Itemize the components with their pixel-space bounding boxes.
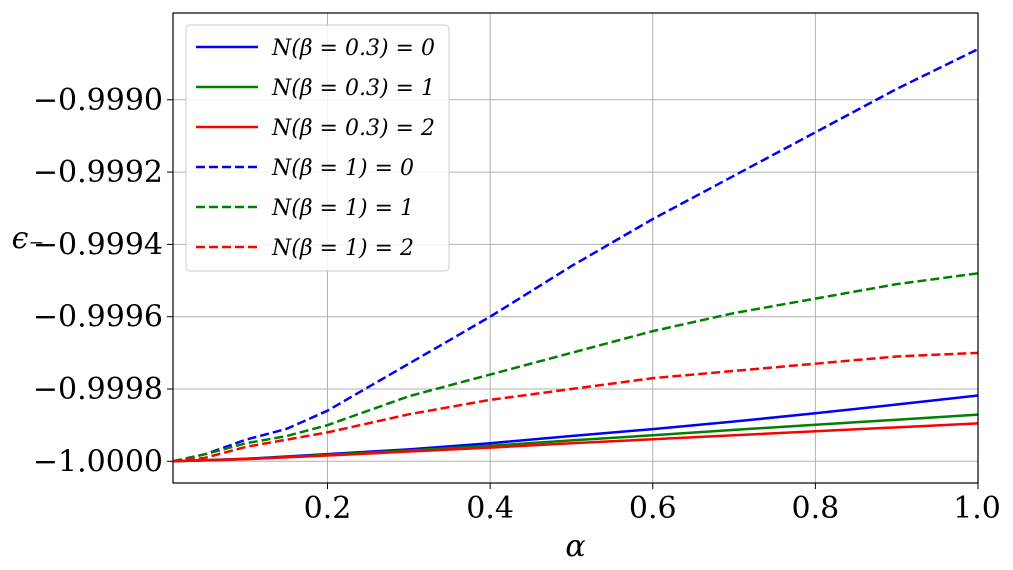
x-axis-label: α [565, 529, 585, 564]
series-line [172, 351, 979, 463]
legend-label: N(β = 0.3) = 1 [271, 76, 435, 101]
y-tick-label: −1.0000 [33, 444, 163, 479]
x-tick-label: 0.4 [466, 491, 514, 526]
y-tick-label: −0.9990 [33, 83, 163, 118]
y-tick-label: −0.9996 [33, 300, 163, 335]
x-tick-label: 0.6 [629, 491, 677, 526]
x-tick-label: 0.2 [304, 491, 352, 526]
legend-label: N(β = 1) = 2 [271, 236, 414, 261]
legend-box [185, 24, 450, 272]
y-tick-label: −0.9998 [33, 372, 163, 407]
legend-label: N(β = 0.3) = 0 [271, 36, 435, 61]
series-line [172, 422, 979, 463]
x-tick-label: 1.0 [953, 491, 1001, 526]
legend-label: N(β = 1) = 1 [271, 196, 414, 221]
plot-frame [172, 12, 979, 484]
y-tick-label: −0.9994 [33, 227, 163, 262]
y-tick-label: −0.9992 [33, 155, 163, 190]
legend-label: N(β = 1) = 0 [271, 156, 414, 181]
axis-ticks: 0.2 0.4 0.6 0.8 1.0 −1.0000 −0.9998 −0.9996 −0.9… [33, 83, 1001, 526]
series-lines [172, 48, 979, 463]
x-tick-label: 0.8 [792, 491, 840, 526]
legend-label: N(β = 0.3) = 2 [271, 116, 435, 141]
y-axis-label: ϵ₋ [12, 221, 45, 256]
legend: N(β = 0.3) = 0 N(β = 0.3) = 1 N(β = 0.3) =… [185, 24, 450, 272]
series-line [172, 272, 979, 463]
